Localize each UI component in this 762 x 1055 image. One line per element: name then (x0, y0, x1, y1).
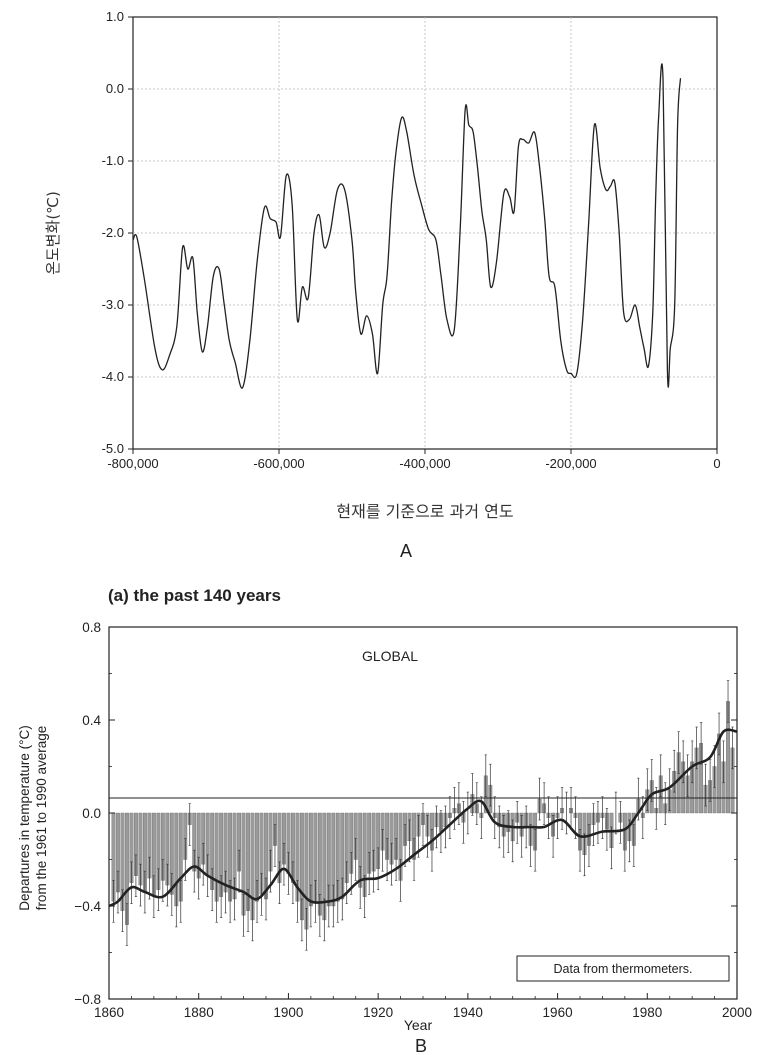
panel-b-legend-box (516, 955, 730, 982)
panel-a-ytick-label: -2.0 (102, 225, 124, 240)
panel-a-temperature-line (132, 63, 682, 389)
panel-b-ytick-label: 0.8 (82, 620, 101, 635)
panel-a-ytick-label: -5.0 (102, 441, 124, 456)
panel-a-xtick-label: -800,000 (107, 456, 158, 471)
panel-b-title: (a) the past 140 years (108, 586, 281, 605)
panel-b-xtick-label: 1880 (184, 1005, 214, 1020)
panel-b-legend-text: Data from thermometers. (554, 962, 693, 976)
panel-b-xtick-label: 1940 (453, 1005, 483, 1020)
panel-b-smoothed-curve (108, 728, 738, 908)
panel-a-ytick-label: -1.0 (102, 153, 124, 168)
panel-b-xtick-label: 1920 (363, 1005, 393, 1020)
panel-b-caption: B (415, 1036, 427, 1055)
panel-b-ytick-label: −0.4 (74, 899, 101, 914)
panel-a-grid (133, 17, 717, 449)
panel-a-xtick-label: -600,000 (253, 456, 304, 471)
panel-a-ticks: -800,000 -600,000 -400,000 -200,000 0 1.0 0.0 -… (102, 9, 721, 471)
panel-b-ticks: 1860 1880 1900 1920 1940 1960 1980 2000 0.8 0.4 0.… (74, 620, 752, 1020)
panel-b-bars (111, 680, 735, 951)
panel-a-ytick-label: 0.0 (106, 81, 124, 96)
panel-a-xlabel: 현재를 기준으로 과거 연도 (336, 502, 513, 521)
panel-a-xtick-label: -200,000 (545, 456, 596, 471)
panel-b-xtick-label: 1900 (273, 1005, 303, 1020)
panel-b-xtick-label: 2000 (722, 1005, 752, 1020)
panel-b-global-label: GLOBAL (362, 648, 418, 664)
panel-a-xtick-label: -400,000 (399, 456, 450, 471)
panel-a-caption: A (400, 541, 412, 561)
panel-b-ytick-label: −0.8 (74, 992, 101, 1007)
panel-a-xtick-label: 0 (713, 456, 720, 471)
panel-a: -800,000 -600,000 -400,000 -200,000 0 1.0 0.0 -… (44, 9, 721, 561)
panel-b-xlabel: Year (404, 1017, 433, 1033)
panel-a-ylabel: 온도변화(℃) (44, 191, 62, 275)
panel-b-xtick-label: 1860 (94, 1005, 124, 1020)
panel-a-ytick-label: 1.0 (106, 9, 124, 24)
panel-b-xtick-label: 1980 (632, 1005, 662, 1020)
panel-a-ytick-label: -3.0 (102, 297, 124, 312)
panel-b: (a) the past 140 years 1860 1880 1900 1920 1… (17, 586, 752, 1055)
panel-b-ylabel-line2: from the 1961 to 1990 average (34, 726, 49, 911)
panel-a-ytick-label: -4.0 (102, 369, 124, 384)
panel-b-ytick-label: 0.0 (82, 806, 101, 821)
panel-b-ytick-label: 0.4 (82, 713, 101, 728)
panel-b-xtick-label: 1960 (543, 1005, 573, 1020)
panel-b-ylabel-line1: Departures in temperature (°C) (17, 725, 32, 910)
